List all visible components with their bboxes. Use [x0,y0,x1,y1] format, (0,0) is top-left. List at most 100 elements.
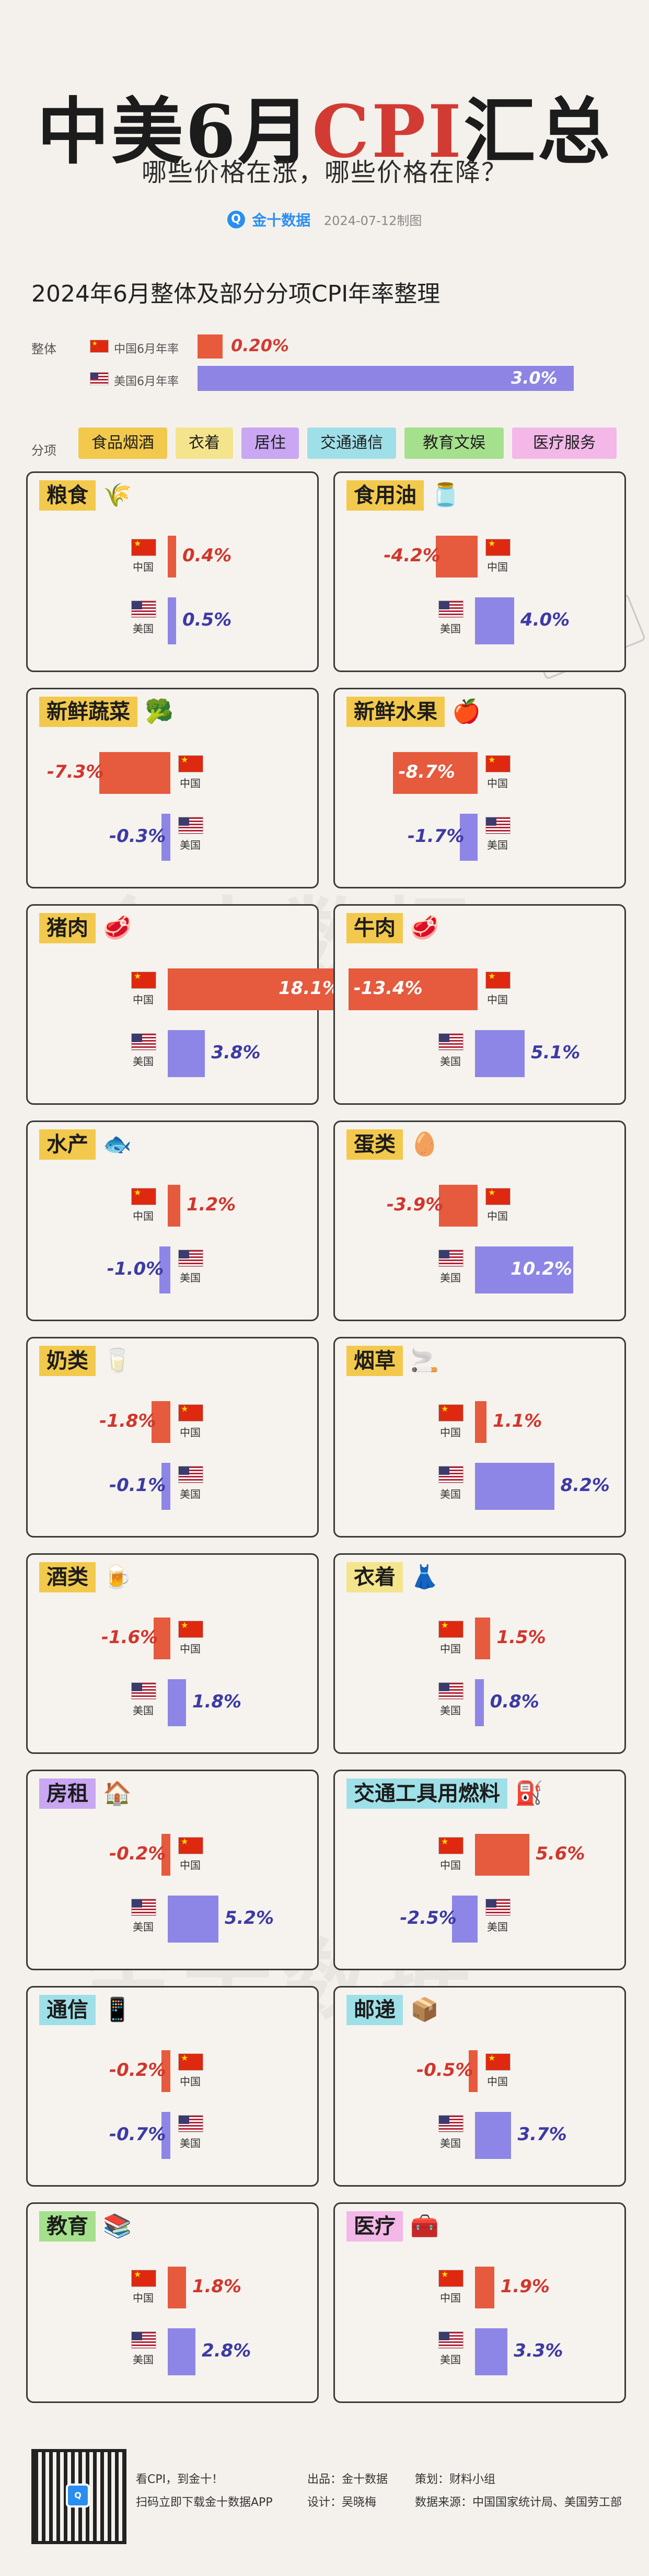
bar-value: -13.4% [353,978,423,999]
us-flag-icon [438,1682,463,1700]
zero-axis [475,597,478,644]
us-flag-icon [438,600,463,618]
china-flag-icon [131,1187,156,1205]
bar-value: 3.8% [211,1042,261,1063]
item-card: 蛋类 🥚 中国 -3.9% 美国 10.2% [333,1120,626,1321]
country-label: 中国 [133,994,154,1006]
item-title: 新鲜蔬菜 [39,697,137,727]
china-bar [99,752,169,794]
zero-axis [168,1030,170,1077]
china-bar [438,1185,476,1227]
zero-axis [168,814,170,861]
china-flag-icon [131,538,156,556]
zero-axis [168,536,170,577]
bar-value: -0.1% [109,1475,166,1496]
us-flag-icon [131,2331,156,2349]
zero-axis [168,1246,170,1293]
item-card: 通信 📱 中国 -0.2% 美国 -0.7% [26,1986,319,2187]
item-title: 蛋类 [346,1129,403,1160]
item-card: 房租 🏠 中国 -0.2% 美国 5.2% [26,1770,319,1970]
zero-axis [475,536,478,577]
bar-value: -0.7% [109,2124,166,2145]
us-bar [161,814,169,861]
category-label: 分项 [31,443,56,458]
country-label: 中国 [487,561,508,573]
zero-axis [475,2267,478,2308]
bar-value: -2.5% [400,1908,457,1928]
tag-food: 食品烟酒 [78,428,167,459]
item-card: 奶类 🥛 中国 -1.8% 美国 -0.1% [26,1337,319,1538]
tag-transport: 交通通信 [307,428,396,459]
us-bar [476,597,514,644]
china-bar [169,1185,180,1227]
bar-value: 1.8% [192,1691,242,1712]
country-label: 中国 [180,1426,201,1439]
zero-axis [168,1896,170,1943]
us-bar [476,2328,508,2375]
bar-value: 8.2% [560,1475,610,1496]
us-bar [476,2112,512,2159]
china-bar [476,1618,491,1659]
zero-axis [475,2050,478,2092]
fuel-pump-icon: ⛽ [515,1780,543,1807]
zero-axis [168,1679,170,1726]
bar-value: 5.6% [536,1843,585,1864]
zero-axis [168,2328,170,2375]
us-flag-icon [438,2115,463,2132]
zero-axis [475,968,478,1010]
oil-bottle-icon: 🫙 [431,482,460,509]
bar-value: 0.5% [182,609,232,630]
bar-value: 5.1% [530,1042,581,1063]
item-card: 粮食 🌾 中国 0.4% 美国 0.5% [26,471,319,672]
bar-value: 1.2% [186,1194,236,1215]
zero-axis [168,1463,170,1510]
china-flag-icon [485,971,511,989]
country-label: 美国 [440,622,461,635]
bar-value: -0.2% [109,2060,166,2081]
item-card: 酒类 🍺 中国 -1.6% 美国 1.8% [26,1553,319,1754]
zero-axis [475,1896,478,1943]
bar-value: -1.7% [408,826,465,847]
china-bar [169,536,176,577]
wheat-icon: 🌾 [103,482,132,509]
zero-axis [475,1834,478,1876]
china-bar [348,968,476,1010]
overall-cn-label: 中国6月年率 [114,343,179,356]
zero-axis [168,597,170,644]
item-title: 粮食 [39,480,96,511]
tag-medical: 医疗服务 [512,428,617,459]
footer-slogan: 看CPI，到金十！ [136,2473,224,2486]
item-title: 医疗 [346,2211,403,2242]
bar-value: 3.3% [514,2340,563,2361]
china-flag-icon [178,1836,203,1854]
country-label: 美国 [440,1704,461,1717]
item-card: 邮递 📦 中国 -0.5% 美国 3.7% [333,1986,626,2187]
item-card: 新鲜水果 🍎 中国 -8.7% 美国 -1.7% [333,688,626,888]
bar-value: -8.7% [398,761,455,782]
zero-axis [168,2267,170,2308]
us-flag-icon [178,1466,203,1483]
country-label: 中国 [440,2292,461,2304]
item-card: 医疗 🧰 中国 1.9% 美国 3.3% [333,2202,626,2403]
country-label: 中国 [180,1643,201,1655]
phone-icon: 📱 [103,1996,132,2023]
books-icon: 📚 [103,2213,132,2239]
overall-cn-value: 0.20% [231,336,289,355]
china-bar [476,1401,487,1443]
bar-value: -1.6% [101,1627,158,1648]
bar-value: -1.0% [107,1258,164,1279]
china-bar [161,2050,169,2092]
apple-icon: 🍎 [452,698,481,725]
bar-value: 18.1% [279,978,340,999]
country-label: 中国 [487,1210,508,1222]
item-title: 酒类 [39,1562,96,1592]
country-label: 美国 [487,839,508,851]
us-flag-icon [131,1033,156,1050]
package-icon: 📦 [410,1996,439,2023]
china-bar [476,1834,530,1876]
us-flag-icon [131,600,156,618]
us-bar [476,1246,573,1293]
bar-value: 3.7% [517,2124,567,2145]
tag-housing: 居住 [241,428,299,459]
zero-axis [168,2112,170,2159]
